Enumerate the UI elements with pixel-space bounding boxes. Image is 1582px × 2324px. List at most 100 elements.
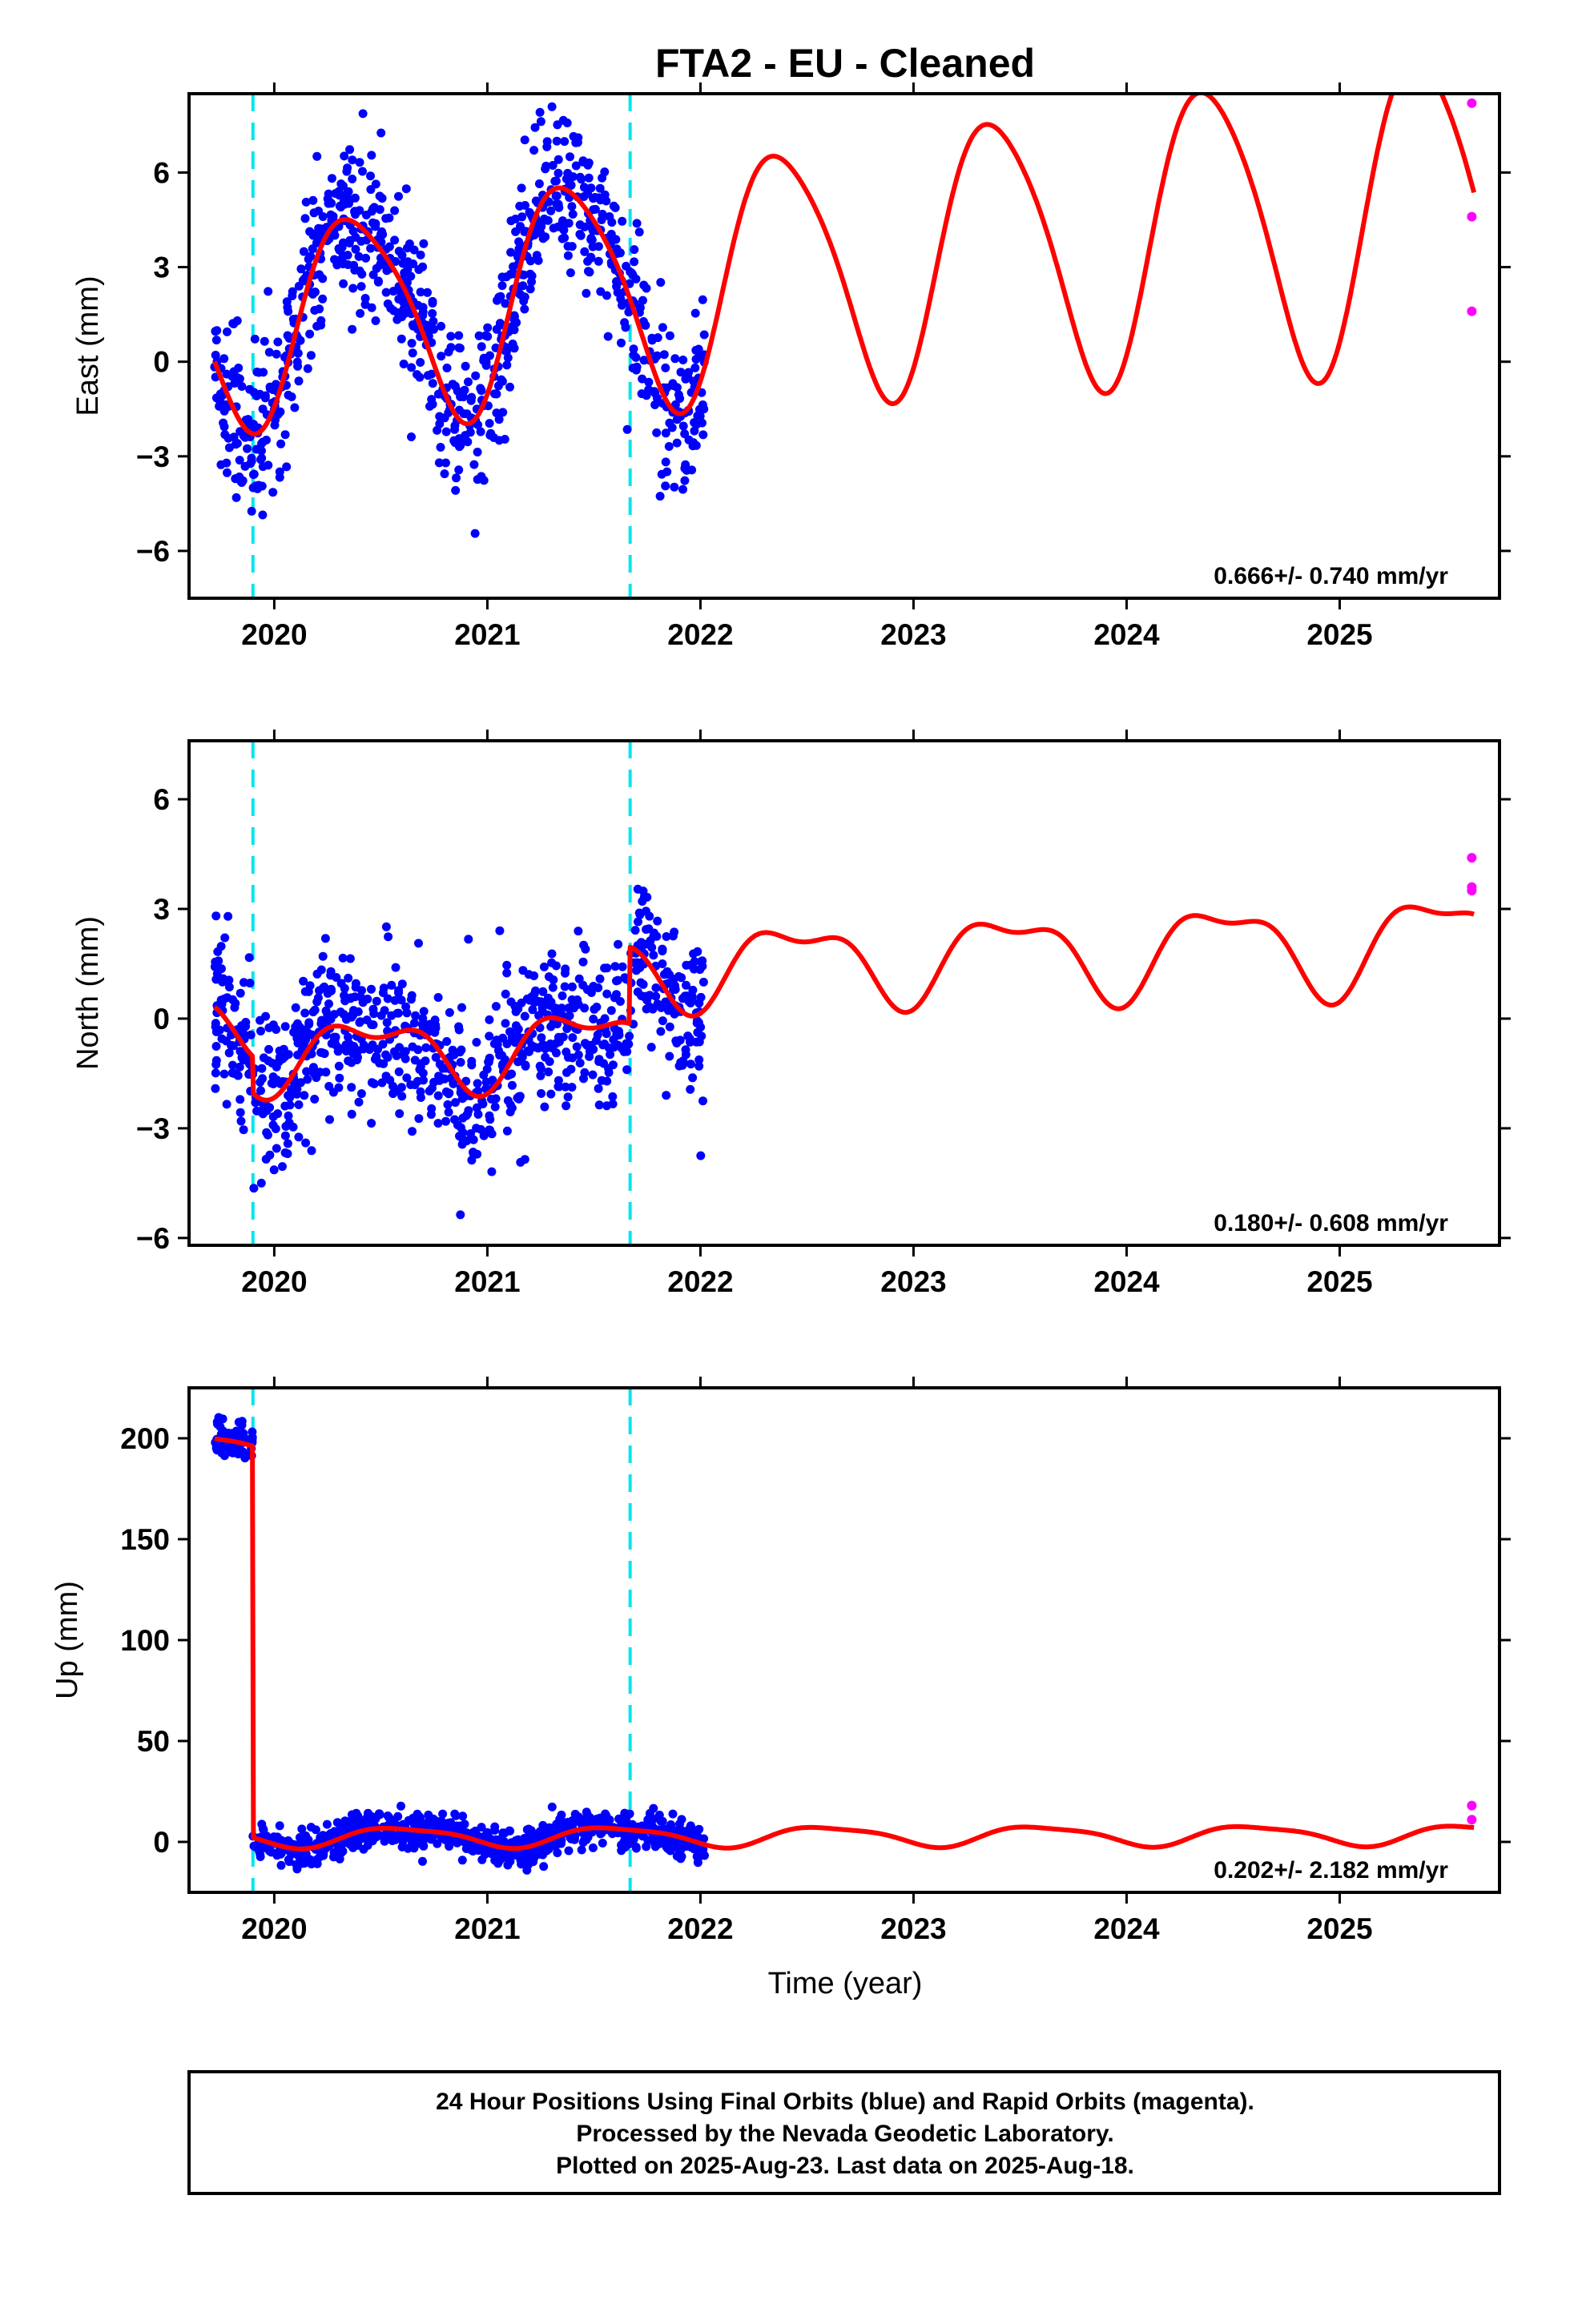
final-orbit-point xyxy=(650,400,660,409)
final-orbit-point xyxy=(533,255,543,265)
final-orbit-point xyxy=(222,1100,231,1109)
final-orbit-point xyxy=(361,1815,370,1824)
final-orbit-point xyxy=(384,932,393,942)
final-orbit-point xyxy=(429,1077,439,1087)
final-orbit-point xyxy=(588,1070,598,1080)
final-orbit-point xyxy=(357,986,366,995)
final-orbit-point xyxy=(658,959,667,968)
final-orbit-point xyxy=(211,1042,221,1051)
final-orbit-point xyxy=(304,1028,312,1038)
final-orbit-point xyxy=(497,281,507,291)
final-orbit-point xyxy=(256,1015,264,1025)
final-orbit-point xyxy=(502,1039,512,1048)
final-orbit-point xyxy=(238,476,248,485)
final-orbit-point xyxy=(427,1104,437,1113)
final-orbit-point xyxy=(461,1844,471,1853)
rapid-orbit-point xyxy=(1467,211,1477,222)
x-tick-label: 2020 xyxy=(241,1912,307,1945)
final-orbit-point xyxy=(375,1810,384,1819)
final-orbit-point xyxy=(594,983,603,992)
final-orbit-point xyxy=(318,294,328,304)
final-orbit-point xyxy=(561,1082,570,1092)
x-tick-label: 2022 xyxy=(667,618,733,651)
x-tick-label: 2021 xyxy=(454,618,520,651)
final-orbit-point xyxy=(240,1454,250,1463)
final-orbit-point xyxy=(473,1079,482,1088)
final-orbit-point xyxy=(354,1836,363,1846)
final-orbit-point xyxy=(630,245,639,255)
final-orbit-point xyxy=(268,488,278,497)
final-orbit-point xyxy=(659,970,669,979)
final-orbit-point xyxy=(617,338,626,348)
final-orbit-point xyxy=(318,212,328,221)
final-orbit-point xyxy=(427,395,437,404)
final-orbit-point xyxy=(235,427,245,436)
final-orbit-point xyxy=(691,355,701,364)
final-orbit-point xyxy=(614,939,623,949)
final-orbit-point xyxy=(598,173,607,183)
final-orbit-point xyxy=(394,1008,403,1018)
final-orbit-point xyxy=(588,1843,598,1852)
final-orbit-point xyxy=(668,1809,678,1819)
final-orbit-point xyxy=(390,995,400,1005)
final-orbit-point xyxy=(608,1092,618,1101)
final-orbit-point xyxy=(221,1036,231,1046)
final-orbit-point xyxy=(304,1018,314,1027)
final-orbit-point xyxy=(216,942,226,951)
final-orbit-point xyxy=(257,446,266,456)
final-orbit-point xyxy=(553,120,562,130)
final-orbit-point xyxy=(260,391,270,400)
final-orbit-point xyxy=(307,1860,316,1869)
final-orbit-point xyxy=(283,1139,292,1148)
final-orbit-point xyxy=(258,1074,268,1084)
final-orbit-points xyxy=(210,102,709,538)
final-orbit-point xyxy=(646,936,655,946)
final-orbit-point xyxy=(256,455,265,464)
final-orbit-point xyxy=(666,1820,676,1829)
final-orbit-point xyxy=(517,1055,525,1065)
final-orbit-point xyxy=(470,529,480,538)
final-orbit-point xyxy=(537,1041,546,1051)
final-orbit-point xyxy=(681,1045,690,1055)
final-orbit-point xyxy=(450,1809,460,1819)
final-orbit-point xyxy=(310,1069,320,1079)
final-orbit-point xyxy=(371,179,380,189)
y-axis-label: East (mm) xyxy=(71,275,105,416)
final-orbit-point xyxy=(634,917,642,927)
final-orbit-point xyxy=(300,1008,310,1018)
final-orbit-point xyxy=(563,251,573,260)
final-orbit-point xyxy=(458,1811,468,1821)
final-orbit-point xyxy=(310,306,320,315)
final-orbit-point xyxy=(577,175,586,184)
final-orbit-point xyxy=(488,1076,497,1085)
final-orbit-point xyxy=(511,1835,521,1845)
final-orbit-point xyxy=(456,1210,465,1220)
final-orbit-point xyxy=(606,1050,615,1059)
final-orbit-point xyxy=(322,1819,332,1829)
x-tick-label: 2021 xyxy=(454,1912,520,1945)
final-orbit-point xyxy=(651,991,661,1001)
final-orbit-point xyxy=(492,389,501,399)
final-orbit-point xyxy=(327,199,336,208)
final-orbit-point xyxy=(638,374,647,384)
final-orbit-point xyxy=(637,389,646,399)
final-orbit-point xyxy=(464,935,473,944)
final-orbit-point xyxy=(231,1431,241,1441)
final-orbit-point xyxy=(565,1003,574,1012)
final-orbit-point xyxy=(387,980,397,990)
final-orbit-point xyxy=(428,296,437,306)
final-orbit-point xyxy=(582,985,592,995)
final-orbit-point xyxy=(452,473,461,483)
final-orbit-point xyxy=(690,308,700,318)
final-orbit-point xyxy=(360,294,370,303)
final-orbit-point xyxy=(507,1069,517,1079)
final-orbit-point xyxy=(516,290,525,300)
final-orbit-point xyxy=(487,1167,497,1176)
final-orbit-point xyxy=(440,413,449,423)
final-orbit-point xyxy=(395,1109,405,1119)
final-orbit-point xyxy=(467,1056,477,1066)
final-orbit-point xyxy=(541,164,550,174)
final-orbit-point xyxy=(664,442,674,451)
final-orbit-point xyxy=(495,319,505,328)
